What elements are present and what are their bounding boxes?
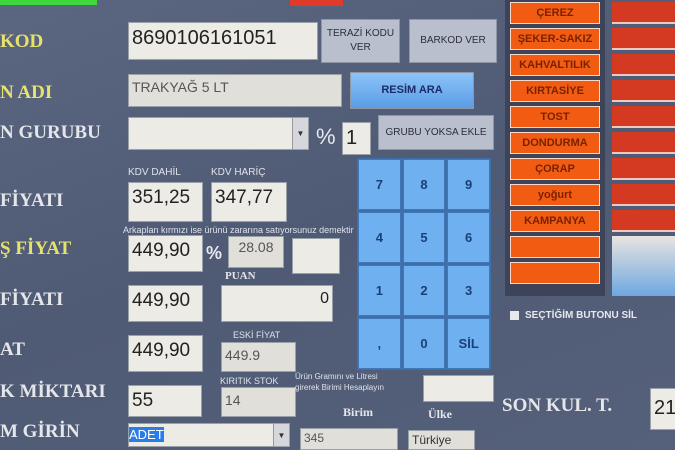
category-button[interactable]: ÇORAP xyxy=(510,158,600,180)
kdv-dahil-label: KDV DAHİL xyxy=(128,167,181,178)
numeric-keypad: 7 8 9 4 5 6 1 2 3, 0 SİL xyxy=(357,158,491,370)
gram-note-1: Ürün Gramını ve Litresi xyxy=(295,372,378,381)
kritik-stok-label: KIRITIK STOK xyxy=(220,376,279,386)
red-button[interactable] xyxy=(612,28,675,50)
keypad-key[interactable]: 2 xyxy=(402,265,446,316)
barcode-label: KOD xyxy=(0,31,44,52)
green-status-bar xyxy=(0,0,97,5)
terazi-label-1: TERAZİ KODU xyxy=(326,28,395,39)
chevron-down-icon: ▼ xyxy=(273,424,289,446)
critical-stock-input[interactable]: 14 xyxy=(221,387,296,417)
panel-bottom xyxy=(612,236,675,296)
ulke-label: Ülke xyxy=(428,407,452,421)
stock-label: K MİKTARI xyxy=(0,381,106,402)
product-group-select[interactable]: ▼ xyxy=(128,117,309,150)
keypad-key[interactable]: SİL xyxy=(447,318,490,369)
birim-label: Birim xyxy=(343,405,373,419)
unit-select[interactable]: ADET ▼ xyxy=(128,423,290,447)
loss-warning-note: Arkaplan kırmızı ise ürünü zararına satı… xyxy=(123,225,354,235)
percent-sign-2: % xyxy=(206,243,223,263)
price3-input[interactable]: 449,90 xyxy=(128,335,203,372)
sale-price-label: Ş FİYAT xyxy=(0,238,72,259)
expiry-date-input[interactable]: 21 xyxy=(650,388,675,430)
category-button[interactable]: KAMPANYA xyxy=(510,210,600,232)
checkbox-label: SEÇTİĞİM BUTONU SİL xyxy=(525,310,638,321)
red-close-button[interactable] xyxy=(290,0,343,6)
keypad-key[interactable]: 4 xyxy=(358,212,401,263)
birim-input[interactable]: 345 xyxy=(300,428,398,450)
red-button[interactable] xyxy=(612,210,675,232)
red-button[interactable] xyxy=(612,132,675,154)
sale-price-input[interactable]: 449,90 xyxy=(128,235,203,272)
category-button[interactable] xyxy=(510,236,600,258)
category-button[interactable]: ÇEREZ xyxy=(510,2,600,24)
purchase-price-excl-vat-input[interactable]: 347,77 xyxy=(211,182,287,222)
terazi-kodu-ver-button[interactable]: TERAZİ KODU VER xyxy=(321,19,400,63)
purchase-price-incl-vat-input[interactable]: 351,25 xyxy=(128,182,203,222)
barcode-input[interactable]: 8690106161051 xyxy=(128,22,318,60)
category-button[interactable]: KAHVALTILIK xyxy=(510,54,600,76)
category-button[interactable]: KIRTASİYE xyxy=(510,80,600,102)
chevron-down-icon: ▼ xyxy=(292,118,308,149)
product-name-label: N ADI xyxy=(0,82,53,103)
keypad-key[interactable]: 0 xyxy=(402,318,446,369)
category-button[interactable]: ŞEKER-SAKIZ xyxy=(510,28,600,50)
kdv-haric-label: KDV HARİÇ xyxy=(211,167,266,178)
keypad-key[interactable]: 1 xyxy=(358,265,401,316)
checkbox-icon[interactable] xyxy=(510,311,519,320)
keypad-key[interactable]: 6 xyxy=(447,212,490,263)
extra-input[interactable] xyxy=(292,238,340,274)
percent-sign: % xyxy=(316,124,336,149)
keypad-key[interactable]: 5 xyxy=(402,212,446,263)
delete-selected-button-checkbox[interactable]: SEÇTİĞİM BUTONU SİL xyxy=(510,310,637,321)
puan-input[interactable]: 0 xyxy=(221,285,333,322)
red-button[interactable] xyxy=(612,106,675,128)
red-button-panel xyxy=(612,0,675,296)
country-input[interactable]: Türkiye xyxy=(408,430,475,450)
product-name-input[interactable]: TRAKYAĞ 5 LT xyxy=(128,74,342,107)
gram-note-2: girerek Birimi Hesaplayın xyxy=(295,383,384,392)
resim-ara-button[interactable]: RESİM ARA xyxy=(350,72,474,109)
grubu-yoksa-ekle-button[interactable]: GRUBU YOKSA EKLE xyxy=(378,115,494,150)
unit-select-value: ADET xyxy=(129,427,164,442)
price2-input[interactable]: 449,90 xyxy=(128,285,203,322)
stock-input[interactable]: 55 xyxy=(128,385,202,417)
price3-label: AT xyxy=(0,339,25,360)
keypad-key[interactable]: 3 xyxy=(447,265,490,316)
keypad-key[interactable]: 9 xyxy=(447,159,490,210)
gram-input[interactable] xyxy=(423,375,494,402)
profit-rate-field: 28.08 xyxy=(228,236,284,268)
old-price-field: 449.9 xyxy=(221,342,296,372)
unit-label: M GİRİN xyxy=(0,421,80,442)
purchase-price-label: FİYATI xyxy=(0,190,64,211)
red-button[interactable] xyxy=(612,80,675,102)
red-button[interactable] xyxy=(612,2,675,24)
category-button[interactable]: TOST xyxy=(510,106,600,128)
barkod-ver-button[interactable]: BARKOD VER xyxy=(409,19,497,63)
keypad-key[interactable]: , xyxy=(358,318,401,369)
product-group-label: N GURUBU xyxy=(0,122,101,143)
red-button[interactable] xyxy=(612,184,675,206)
keypad-key[interactable]: 8 xyxy=(402,159,446,210)
keypad-key[interactable]: 7 xyxy=(358,159,401,210)
expiry-date-label: SON KUL. T. xyxy=(502,395,613,416)
category-button[interactable] xyxy=(510,262,600,284)
category-button[interactable]: DONDURMA xyxy=(510,132,600,154)
category-panel: ÇEREZ ŞEKER-SAKIZ KAHVALTILIK KIRTASİYE TOST… xyxy=(505,0,605,296)
red-button[interactable] xyxy=(612,54,675,76)
kdv-rate-input[interactable]: 1 xyxy=(342,122,371,155)
puan-label: PUAN xyxy=(225,270,256,282)
eski-fiyat-label: ESKİ FİYAT xyxy=(233,330,281,340)
red-button[interactable] xyxy=(612,158,675,180)
price2-label: FİYATI xyxy=(0,289,64,310)
category-button[interactable]: yoğurt xyxy=(510,184,600,206)
terazi-label-2: VER xyxy=(350,42,371,53)
